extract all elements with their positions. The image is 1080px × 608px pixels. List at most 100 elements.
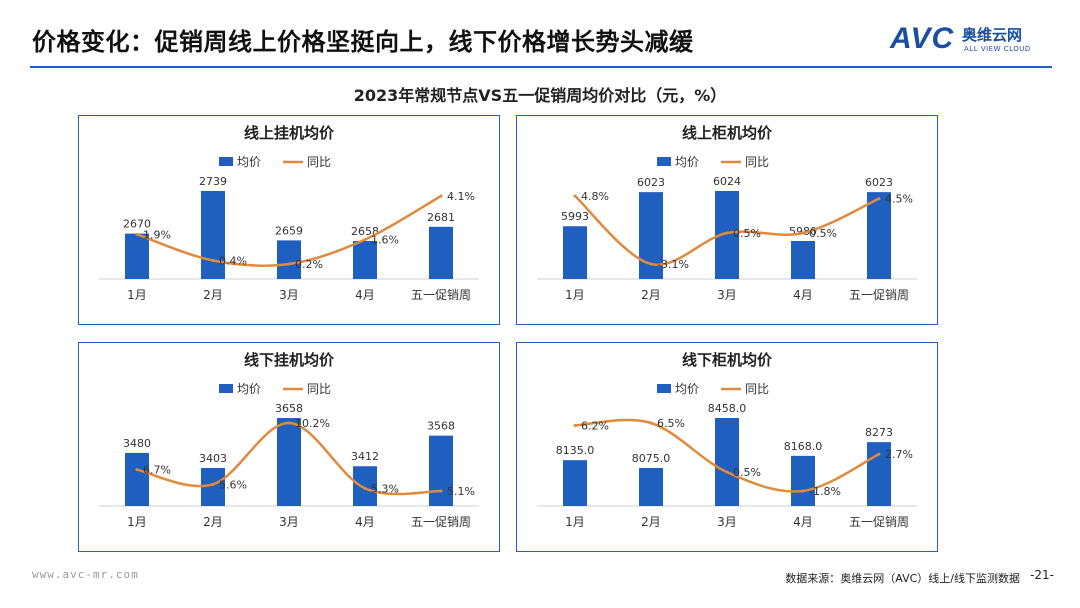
- yoy-point: [211, 482, 215, 486]
- bar: [277, 418, 301, 506]
- x-tick-label: 4月: [793, 515, 813, 529]
- legend-bar-swatch: [657, 157, 671, 166]
- page-number: -21-: [1030, 568, 1054, 582]
- chart-panel-offline-cabinet: 线下柜机均价 均价 同比 8135.0 1月 8075.0 2月 8458.0 3月 8168.0…: [516, 342, 938, 552]
- x-tick-label: 1月: [565, 288, 585, 302]
- bar: [791, 455, 815, 506]
- bar-value-label: 6023: [865, 176, 893, 189]
- x-tick-label: 1月: [127, 515, 147, 529]
- x-tick-label: 4月: [355, 515, 375, 529]
- bar-value-label: 2739: [199, 175, 227, 188]
- bar-value-label: 5993: [561, 210, 589, 223]
- data-source: 数据来源：奥维云网（AVC）线上/线下监测数据: [785, 572, 1020, 585]
- bar-value-label: 2670: [123, 218, 151, 231]
- yoy-point: [211, 259, 215, 263]
- yoy-point: [877, 197, 881, 201]
- x-tick-label: 五一促销周: [411, 515, 471, 529]
- yoy-value-label: -1.8%: [809, 485, 841, 498]
- bar: [125, 452, 149, 506]
- yoy-value-label: 0.4%: [219, 255, 247, 268]
- bar-value-label: 2681: [427, 211, 455, 224]
- yoy-point: [135, 232, 139, 236]
- x-tick-label: 五一促销周: [411, 288, 471, 302]
- bar-value-label: 8273: [865, 426, 893, 439]
- x-tick-label: 2月: [203, 515, 223, 529]
- yoy-point: [725, 470, 729, 474]
- legend-bar-swatch: [657, 384, 671, 393]
- yoy-value-label: 5.1%: [447, 485, 475, 498]
- bar: [429, 226, 453, 279]
- legend-bar-swatch: [219, 157, 233, 166]
- chart-title: 线上挂机均价: [244, 124, 335, 142]
- bar-value-label: 8135.0: [556, 444, 595, 457]
- yoy-value-label: 5.3%: [371, 482, 399, 495]
- yoy-value-label: 4.1%: [447, 190, 475, 203]
- x-tick-label: 1月: [127, 288, 147, 302]
- yoy-value-label: -3.1%: [657, 258, 689, 271]
- yoy-value-label: 10.2%: [295, 417, 330, 430]
- logo-mark: AVC: [890, 22, 955, 55]
- yoy-point: [287, 262, 291, 266]
- bar: [353, 466, 377, 506]
- logo-en: ALL VIEW CLOUD: [964, 45, 1031, 53]
- bar: [125, 233, 149, 279]
- logo-cn: 奥维云网: [962, 26, 1023, 44]
- bar: [867, 192, 891, 279]
- yoy-point: [649, 421, 653, 425]
- x-tick-label: 4月: [355, 288, 375, 302]
- header-divider: [30, 66, 1052, 68]
- page-title: 价格变化：促销周线上价格坚挺向上，线下价格增长势头减缓: [32, 28, 694, 56]
- yoy-point: [287, 421, 291, 425]
- bar-value-label: 6023: [637, 176, 665, 189]
- bar: [201, 191, 225, 279]
- yoy-value-label: 6.5%: [657, 417, 685, 430]
- x-tick-label: 2月: [641, 288, 661, 302]
- chart-title: 线下柜机均价: [682, 351, 773, 369]
- yoy-point: [135, 468, 139, 472]
- bar-value-label: 8168.0: [784, 440, 823, 453]
- yoy-value-label: 6.7%: [143, 464, 171, 477]
- chart-panel-online-wall: 线上挂机均价 均价 同比 2670 1月 2739 2月 2659 3月 2658 4月 2681 五一…: [78, 115, 500, 325]
- yoy-value-label: 0.5%: [733, 227, 761, 240]
- yoy-value-label: 0.5%: [733, 466, 761, 479]
- yoy-point: [725, 231, 729, 235]
- chart-panel-online-cabinet: 线上柜机均价 均价 同比 5993 1月 6023 2月 6024 3月 5980 4月 6023 五一…: [516, 115, 938, 325]
- x-tick-label: 2月: [641, 515, 661, 529]
- yoy-value-label: 6.2%: [581, 419, 609, 432]
- bar: [277, 240, 301, 279]
- avc-logo: AVC 奥维云网 ALL VIEW CLOUD: [890, 18, 1050, 62]
- x-tick-label: 五一促销周: [849, 515, 909, 529]
- bar-value-label: 8458.0: [708, 402, 747, 415]
- bar-value-label: 8075.0: [632, 452, 671, 465]
- bar-value-label: 3412: [351, 450, 379, 463]
- legend-bar-label: 均价: [237, 155, 261, 169]
- yoy-point: [801, 489, 805, 493]
- yoy-value-label: 0.5%: [809, 227, 837, 240]
- x-tick-label: 3月: [717, 288, 737, 302]
- bar: [429, 435, 453, 506]
- x-tick-label: 3月: [717, 515, 737, 529]
- bar: [791, 241, 815, 279]
- bar-value-label: 3403: [199, 452, 227, 465]
- x-tick-label: 五一促销周: [849, 288, 909, 302]
- yoy-value-label: 4.8%: [581, 190, 609, 203]
- yoy-value-label: 1.6%: [371, 234, 399, 247]
- legend-line-label: 同比: [307, 155, 331, 169]
- yoy-value-label: 1.9%: [143, 228, 171, 241]
- bar: [563, 226, 587, 279]
- bar: [639, 468, 663, 506]
- legend-line-label: 同比: [307, 382, 331, 396]
- bar: [353, 241, 377, 279]
- yoy-point: [439, 489, 443, 493]
- yoy-point: [363, 486, 367, 490]
- chart-panel-offline-wall: 线下挂机均价 均价 同比 3480 1月 3403 2月 3658 3月 3412 4月 3568 五一…: [78, 342, 500, 552]
- legend-line-label: 同比: [745, 155, 769, 169]
- chart-subtitle: 2023年常规节点VS五一促销周均价对比（元，%）: [353, 86, 727, 105]
- yoy-point: [363, 238, 367, 242]
- x-tick-label: 4月: [793, 288, 813, 302]
- bar-value-label: 3568: [427, 420, 455, 433]
- x-tick-label: 3月: [279, 515, 299, 529]
- yoy-value-label: 4.5%: [885, 193, 913, 206]
